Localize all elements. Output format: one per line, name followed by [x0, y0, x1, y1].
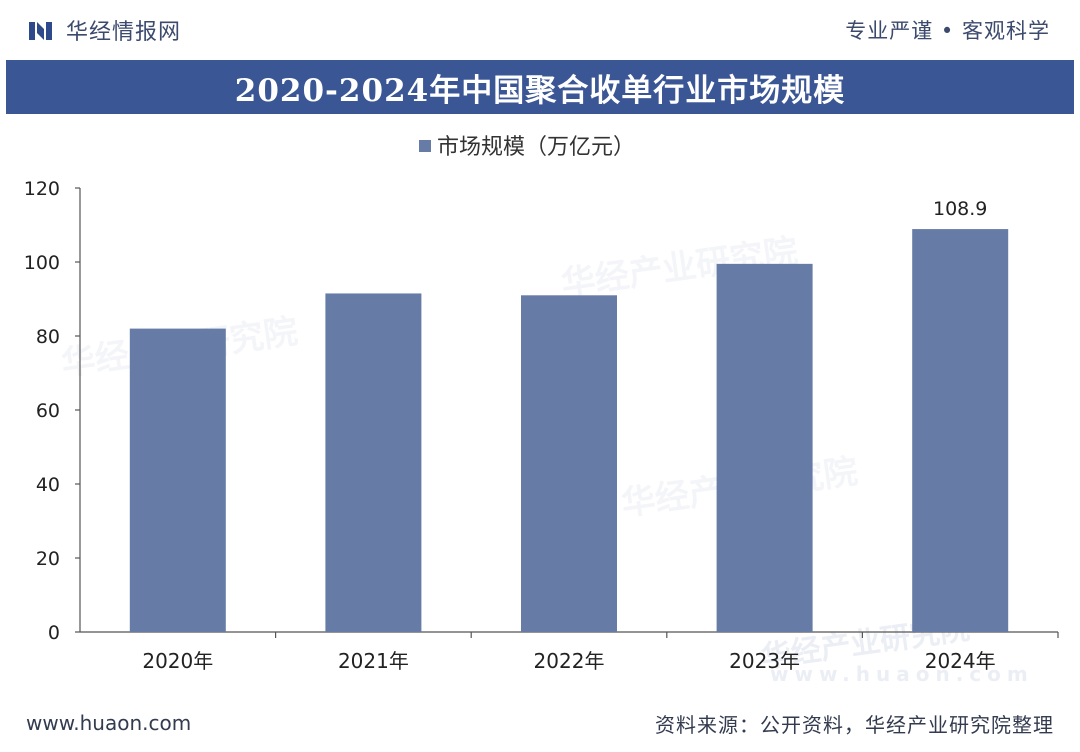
top-bar: 华经情报网 专业严谨 • 客观科学 [0, 0, 1080, 60]
y-tick-label: 80 [36, 326, 60, 348]
x-tick-label: 2021年 [338, 649, 409, 673]
footer-url[interactable]: www.huaon.com [26, 711, 192, 735]
y-tick-label: 60 [36, 400, 60, 422]
x-tick-label: 2020年 [142, 649, 213, 673]
brand-name: 华经情报网 [66, 20, 182, 45]
bar-chart: 市场规模（万亿元） 0 20 40 60 80 100 120 2020年 2021年 2022年… [24, 135, 1059, 673]
data-label: 108.9 [933, 198, 987, 220]
legend-swatch [419, 140, 431, 152]
x-tick-label: 2024年 [925, 649, 996, 673]
bar-2024年 [912, 229, 1009, 632]
legend-label: 市场规模（万亿元） [437, 135, 635, 160]
title-banner: 2020-2024年中国聚合收单行业市场规模 [6, 60, 1074, 114]
y-tick-label: 0 [48, 622, 60, 644]
y-tick-label: 100 [24, 252, 60, 274]
footer-source: 资料来源：公开资料，华经产业研究院整理 [655, 712, 1054, 737]
bar-2020年 [129, 328, 226, 632]
y-tick-label: 40 [36, 474, 60, 496]
brand: 华经情报网 [28, 14, 181, 46]
footer: www.huaon.com 资料来源：公开资料，华经产业研究院整理 [0, 700, 1080, 746]
bar-2023年 [716, 263, 813, 632]
bar-2021年 [325, 293, 422, 632]
y-tick-label: 20 [36, 548, 60, 570]
y-tick-label: 120 [24, 178, 60, 200]
x-tick-label: 2023年 [729, 649, 800, 673]
huajing-logo-icon [29, 22, 52, 40]
bar-2022年 [521, 295, 617, 632]
chart-title: 2020-2024年中国聚合收单行业市场规模 [234, 72, 846, 109]
slogan: 专业严谨 • 客观科学 [845, 19, 1050, 43]
legend: 市场规模（万亿元） [419, 135, 635, 160]
x-tick-label: 2022年 [534, 649, 605, 673]
